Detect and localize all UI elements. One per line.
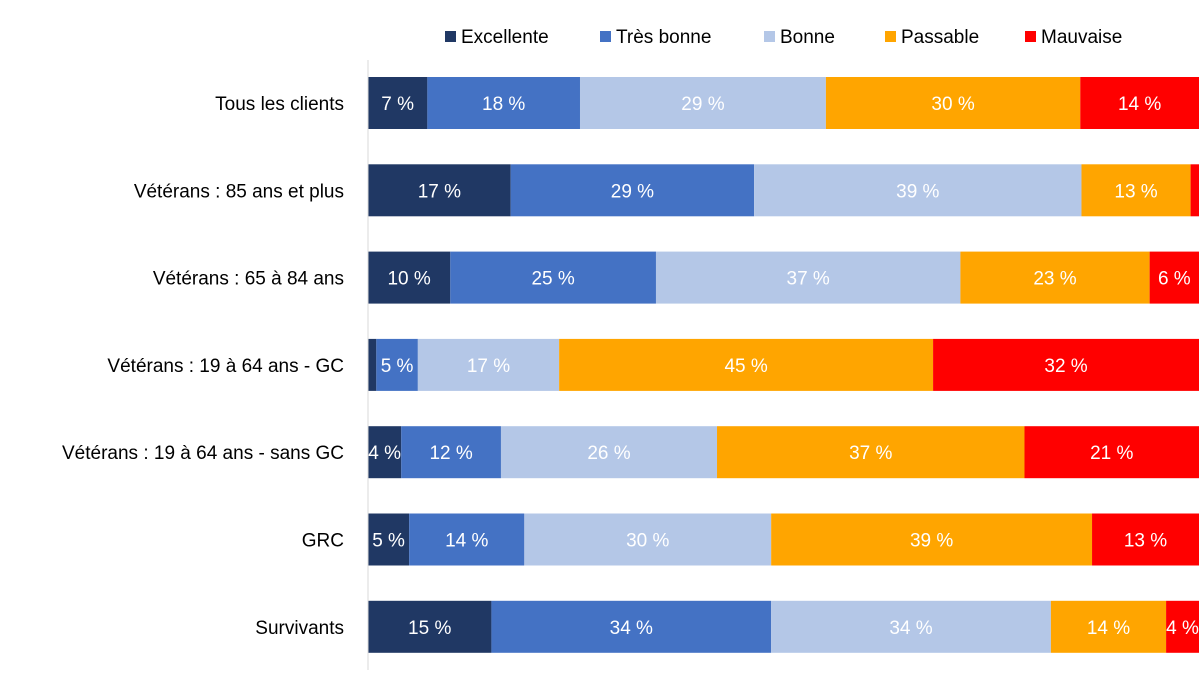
data-label: 34 % bbox=[610, 618, 653, 639]
data-label: 7 % bbox=[381, 94, 414, 115]
data-label: 32 % bbox=[1044, 356, 1087, 377]
legend-label: Passable bbox=[901, 27, 979, 48]
bar-segment bbox=[368, 338, 377, 391]
bar-segment bbox=[427, 77, 580, 129]
data-label: 14 % bbox=[1118, 94, 1161, 115]
bar-segment bbox=[1050, 600, 1167, 653]
bar-segment bbox=[933, 338, 1199, 391]
data-label: 21 % bbox=[1090, 443, 1133, 464]
category-label: Vétérans : 19 à 64 ans - sans GC bbox=[62, 443, 344, 464]
data-label: 5 % bbox=[372, 531, 405, 552]
legend-swatch-1 bbox=[600, 31, 611, 42]
data-label: 25 % bbox=[531, 269, 574, 290]
bar-segment bbox=[1081, 164, 1191, 217]
category-label: Vétérans : 65 à 84 ans bbox=[153, 269, 344, 290]
bar-segment bbox=[1024, 426, 1199, 479]
bar-segment bbox=[754, 164, 1082, 217]
data-label: 29 % bbox=[681, 94, 724, 115]
category-label: Vétérans : 85 ans et plus bbox=[134, 181, 344, 202]
bar-segment bbox=[1149, 251, 1199, 304]
data-label: 6 % bbox=[1158, 269, 1191, 290]
bar-segment bbox=[409, 513, 525, 566]
category-label: Vétérans : 19 à 64 ans - GC bbox=[107, 356, 344, 377]
data-label: 17 % bbox=[467, 356, 510, 377]
bar-segment bbox=[655, 251, 961, 304]
bar-segment bbox=[510, 164, 755, 217]
legend-swatch-2 bbox=[764, 31, 775, 42]
data-label: 13 % bbox=[1114, 181, 1157, 202]
bar-segment bbox=[559, 338, 934, 391]
bar-segment bbox=[368, 251, 451, 304]
legend-label: Excellente bbox=[461, 27, 549, 48]
category-labels: Tous les clients Vétérans : 85 ans et plu… bbox=[62, 94, 344, 639]
data-label: 45 % bbox=[724, 356, 767, 377]
legend-swatch-3 bbox=[885, 31, 896, 42]
data-label: 4 % bbox=[368, 443, 401, 464]
bar-segment bbox=[1092, 513, 1199, 566]
data-label: 4 % bbox=[1166, 618, 1199, 639]
category-label: Tous les clients bbox=[215, 94, 344, 115]
bar-segment bbox=[717, 426, 1025, 479]
bar-segment bbox=[368, 426, 402, 479]
bar-segment bbox=[417, 338, 560, 391]
data-label: 29 % bbox=[611, 181, 654, 202]
data-label: 30 % bbox=[626, 531, 669, 552]
legend-label: Mauvaise bbox=[1041, 27, 1122, 48]
data-label: 12 % bbox=[429, 443, 472, 464]
data-label: 17 % bbox=[418, 181, 461, 202]
bar-segment bbox=[368, 164, 511, 217]
data-label: 39 % bbox=[896, 181, 939, 202]
data-label: 15 % bbox=[408, 618, 451, 639]
bar-segment bbox=[960, 251, 1150, 304]
legend: Excellente Très bonne Bonne Passable Mauvais… bbox=[445, 27, 1122, 48]
bar-segment bbox=[491, 600, 772, 653]
data-label: 26 % bbox=[587, 443, 630, 464]
bar-segment bbox=[368, 77, 428, 129]
data-label: 14 % bbox=[1087, 618, 1130, 639]
data-label: 23 % bbox=[1033, 269, 1076, 290]
bar-segment bbox=[1080, 77, 1199, 129]
data-label: 37 % bbox=[787, 269, 830, 290]
data-label: 18 % bbox=[482, 94, 525, 115]
data-label: 37 % bbox=[849, 443, 892, 464]
bar-segment bbox=[825, 77, 1081, 129]
bar-segment bbox=[401, 426, 501, 479]
data-label: 13 % bbox=[1124, 531, 1167, 552]
bar-segment bbox=[1190, 164, 1199, 217]
bar-segment bbox=[579, 77, 826, 129]
data-label: 14 % bbox=[445, 531, 488, 552]
bars: 7 % 18 % 29 % 30 % 14 % 17 % 29 % 39 % 13 % 10 % 2… bbox=[368, 77, 1199, 653]
legend-swatch-4 bbox=[1025, 31, 1036, 42]
bar-segment bbox=[500, 426, 718, 479]
data-label: 30 % bbox=[931, 94, 974, 115]
category-label: Survivants bbox=[255, 618, 344, 639]
category-label: GRC bbox=[302, 531, 344, 552]
bar-segment bbox=[524, 513, 772, 566]
bar-segment bbox=[771, 600, 1051, 653]
bar-segment bbox=[376, 338, 418, 391]
data-label: 5 % bbox=[381, 356, 414, 377]
data-label: 39 % bbox=[910, 531, 953, 552]
bar-segment bbox=[368, 513, 410, 566]
legend-label: Bonne bbox=[780, 27, 835, 48]
bar-segment bbox=[771, 513, 1093, 566]
legend-swatch-0 bbox=[445, 31, 456, 42]
bar-segment bbox=[450, 251, 656, 304]
legend-label: Très bonne bbox=[616, 27, 711, 48]
bar-segment bbox=[1166, 600, 1199, 653]
bar-segment bbox=[368, 600, 492, 653]
data-label: 34 % bbox=[889, 618, 932, 639]
data-label: 10 % bbox=[387, 269, 430, 290]
